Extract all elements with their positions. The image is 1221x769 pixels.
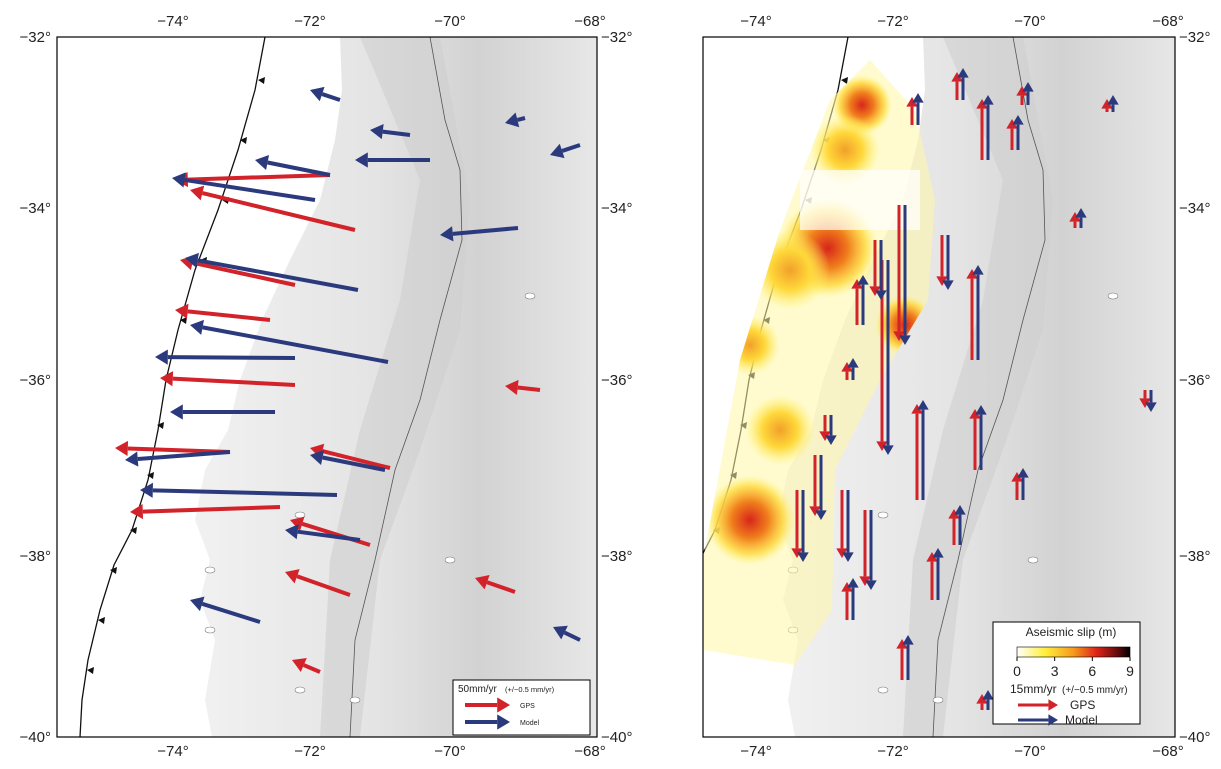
legend-gps: GPS bbox=[1070, 698, 1095, 712]
x-tick-label: −74° bbox=[157, 743, 188, 760]
lake bbox=[350, 697, 360, 703]
y-tick-label: −40° bbox=[1179, 729, 1210, 746]
legend-model: Model bbox=[1065, 713, 1098, 727]
x-tick-label: −74° bbox=[740, 13, 771, 30]
legend-gps: GPS bbox=[520, 703, 535, 710]
y-tick-label: −32° bbox=[1179, 29, 1210, 46]
colorbar-tick-label: 3 bbox=[1051, 663, 1059, 679]
x-tick-label: −72° bbox=[877, 743, 908, 760]
y-tick-label: −40° bbox=[20, 729, 51, 746]
legend-scale: 50mm/yr bbox=[458, 684, 498, 695]
lake bbox=[205, 567, 215, 573]
slip-patch bbox=[745, 395, 815, 465]
colorbar-tick-label: 6 bbox=[1088, 663, 1096, 679]
x-tick-label: −74° bbox=[157, 13, 188, 30]
vector-shaft bbox=[168, 357, 295, 358]
y-tick-label: −34° bbox=[20, 200, 51, 217]
legend-scale: 15mm/yr bbox=[1010, 682, 1057, 696]
colorbar bbox=[1017, 647, 1130, 657]
lake bbox=[933, 697, 943, 703]
trench-tooth bbox=[681, 617, 688, 624]
map-left bbox=[0, 37, 600, 737]
legend-uncertainty: (+/−0.5 mm/yr) bbox=[505, 685, 555, 694]
lake bbox=[878, 687, 888, 693]
trench-tooth bbox=[693, 567, 700, 574]
y-tick-label: −36° bbox=[601, 372, 632, 389]
slip-patch bbox=[705, 475, 795, 565]
y-tick-label: −38° bbox=[1179, 548, 1210, 565]
y-tick-label: −38° bbox=[20, 548, 51, 565]
lake bbox=[1028, 557, 1038, 563]
figure: −74°−74°−72°−72°−70°−70°−68°−68°−32°−32°… bbox=[0, 0, 1221, 764]
x-tick-label: −68° bbox=[1152, 13, 1183, 30]
slip-gap bbox=[800, 170, 920, 230]
x-tick-label: −70° bbox=[434, 743, 465, 760]
x-tick-label: −72° bbox=[294, 743, 325, 760]
x-tick-label: −74° bbox=[740, 743, 771, 760]
colorbar-title: Aseismic slip (m) bbox=[1026, 625, 1117, 639]
lake bbox=[525, 293, 535, 299]
x-tick-label: −72° bbox=[877, 13, 908, 30]
y-tick-label: −34° bbox=[601, 200, 632, 217]
legend-uncertainty: (+/−0.5 mm/yr) bbox=[1062, 685, 1128, 696]
trench-tooth bbox=[670, 667, 677, 674]
y-tick-label: −36° bbox=[1179, 372, 1210, 389]
x-tick-label: −72° bbox=[294, 13, 325, 30]
y-tick-label: −40° bbox=[601, 729, 632, 746]
y-tick-label: −34° bbox=[1179, 200, 1210, 217]
lake bbox=[878, 512, 888, 518]
lake bbox=[445, 557, 455, 563]
y-tick-label: −36° bbox=[20, 372, 51, 389]
colorbar-tick-label: 0 bbox=[1013, 663, 1021, 679]
vector-shaft bbox=[517, 118, 525, 120]
colorbar-tick-label: 9 bbox=[1126, 663, 1134, 679]
legend-model: Model bbox=[520, 720, 540, 727]
x-tick-label: −70° bbox=[1014, 743, 1045, 760]
x-tick-label: −70° bbox=[434, 13, 465, 30]
lake bbox=[1108, 293, 1118, 299]
lake bbox=[205, 627, 215, 633]
y-tick-label: −38° bbox=[601, 548, 632, 565]
y-tick-label: −32° bbox=[20, 29, 51, 46]
vector-shaft bbox=[518, 387, 540, 390]
x-tick-label: −68° bbox=[574, 13, 605, 30]
y-tick-label: −32° bbox=[601, 29, 632, 46]
lake bbox=[295, 687, 305, 693]
x-tick-label: −70° bbox=[1014, 13, 1045, 30]
